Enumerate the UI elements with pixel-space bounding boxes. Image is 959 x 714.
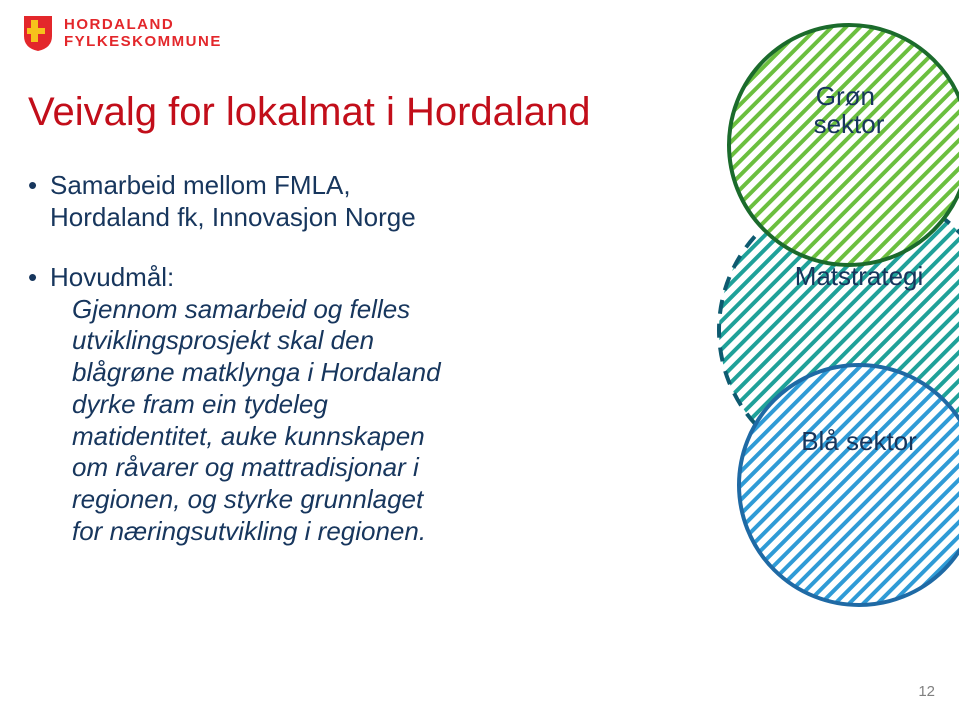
venn-circle-blue-sector <box>739 365 959 605</box>
slide-title: Veivalg for lokalmat i Hordaland <box>28 90 591 135</box>
bullet2-line1: Gjennom samarbeid og felles <box>72 294 410 324</box>
bullet2-line5: matidentitet, auke kunnskapen <box>72 421 425 451</box>
logo-line1: HORDALAND <box>64 16 222 33</box>
bullet2-label: Hovudmål: <box>28 262 578 294</box>
shield-icon <box>22 14 54 52</box>
bullet2-line3: blågrøne matklynga i Hordaland <box>72 357 441 387</box>
venn-label-matstrategi: Matstrategi <box>795 261 924 291</box>
bullet-dot-icon: • <box>28 170 37 202</box>
page-number: 12 <box>918 683 935 700</box>
venn-label-green: Grøn sektor <box>814 81 885 139</box>
bullet2-line4: dyrke fram ein tydeleg <box>72 389 328 419</box>
bullet-collaboration: • Samarbeid mellom FMLA, Hordaland fk, I… <box>28 170 578 233</box>
venn-diagram: Grøn sektor Matstrategi Blå sektor <box>559 0 959 700</box>
venn-label-blue: Blå sektor <box>801 426 917 456</box>
bullet-dot-icon: • <box>28 262 37 294</box>
bullet2-line6: om råvarer og mattradisjonar i <box>72 452 419 482</box>
bullet2-line7: regionen, og styrke grunnlaget <box>72 484 423 514</box>
bullet1-line2: Hordaland fk, Innovasjon Norge <box>50 202 416 232</box>
bullet2-line2: utviklingsprosjekt skal den <box>72 325 374 355</box>
bullet2-line8: for næringsutvikling i regionen. <box>72 516 426 546</box>
logo-text: HORDALAND FYLKESKOMMUNE <box>64 16 222 51</box>
logo-line2: FYLKESKOMMUNE <box>64 33 222 50</box>
venn-circle-green-sector <box>729 25 959 265</box>
org-logo: HORDALAND FYLKESKOMMUNE <box>22 14 222 52</box>
bullet1-line1: Samarbeid mellom FMLA, <box>50 170 351 200</box>
bullet-goal: • Hovudmål: Gjennom samarbeid og felles … <box>28 262 578 547</box>
